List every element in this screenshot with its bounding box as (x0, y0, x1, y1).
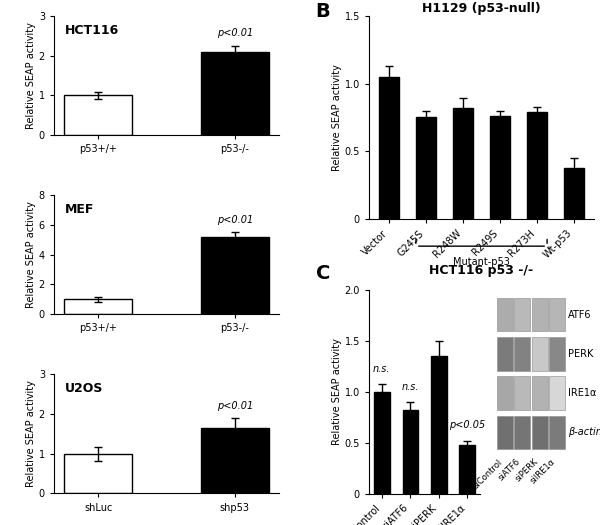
Bar (550, 376, 565, 410)
Text: siPERK: siPERK (513, 457, 540, 484)
Text: β-actin: β-actin (568, 427, 600, 437)
Text: HCT116: HCT116 (65, 24, 119, 37)
Text: p<0.01: p<0.01 (217, 28, 253, 38)
Bar (64, 96, 133, 135)
Bar (490, 116, 510, 219)
Text: p<0.01: p<0.01 (217, 401, 253, 411)
Bar (532, 415, 548, 449)
Bar (453, 108, 473, 219)
Text: C: C (316, 264, 330, 283)
Bar (563, 167, 584, 219)
Y-axis label: Relative SEAP activity: Relative SEAP activity (332, 339, 342, 445)
Bar (514, 376, 530, 410)
Y-axis label: Relative SEAP activity: Relative SEAP activity (26, 380, 36, 487)
Bar (200, 428, 269, 494)
Text: n.s.: n.s. (401, 382, 419, 392)
Text: p<0.05: p<0.05 (449, 421, 485, 430)
Text: HCT116 p53 -/-: HCT116 p53 -/- (430, 264, 533, 277)
Text: U2OS: U2OS (65, 382, 104, 395)
Text: ATF6: ATF6 (568, 310, 592, 320)
Bar (497, 415, 512, 449)
Y-axis label: Relative SEAP activity: Relative SEAP activity (26, 22, 36, 129)
Text: siATF6: siATF6 (497, 457, 522, 483)
Bar (403, 410, 418, 494)
Text: siIRE1α: siIRE1α (529, 457, 557, 486)
Bar (497, 298, 512, 331)
Bar (532, 298, 548, 331)
Bar (460, 445, 475, 494)
Bar (200, 51, 269, 135)
Bar (550, 415, 565, 449)
Bar (532, 376, 548, 410)
Bar (514, 337, 530, 371)
Bar (64, 299, 133, 314)
Bar (200, 237, 269, 314)
Bar (497, 376, 512, 410)
Y-axis label: Relative SEAP activity: Relative SEAP activity (26, 201, 36, 308)
Bar (64, 454, 133, 494)
Bar (550, 337, 565, 371)
Text: p<0.01: p<0.01 (217, 215, 253, 225)
Bar (532, 337, 548, 371)
Bar (550, 298, 565, 331)
Bar (374, 392, 390, 493)
Text: PERK: PERK (568, 349, 593, 359)
Bar (379, 77, 400, 219)
Bar (416, 118, 436, 219)
Text: Mutant-p53: Mutant-p53 (453, 257, 510, 267)
Bar (514, 298, 530, 331)
Y-axis label: Relative SEAP activity: Relative SEAP activity (332, 64, 342, 171)
Text: B: B (315, 2, 330, 20)
Title: H1129 (p53-null): H1129 (p53-null) (422, 2, 541, 15)
Text: n.s.: n.s. (373, 363, 391, 374)
Bar (497, 337, 512, 371)
Text: IRE1α: IRE1α (568, 388, 596, 398)
Bar (514, 415, 530, 449)
Text: MEF: MEF (65, 203, 95, 216)
Bar (431, 356, 446, 494)
Bar (527, 112, 547, 219)
Text: siControl: siControl (472, 457, 505, 490)
